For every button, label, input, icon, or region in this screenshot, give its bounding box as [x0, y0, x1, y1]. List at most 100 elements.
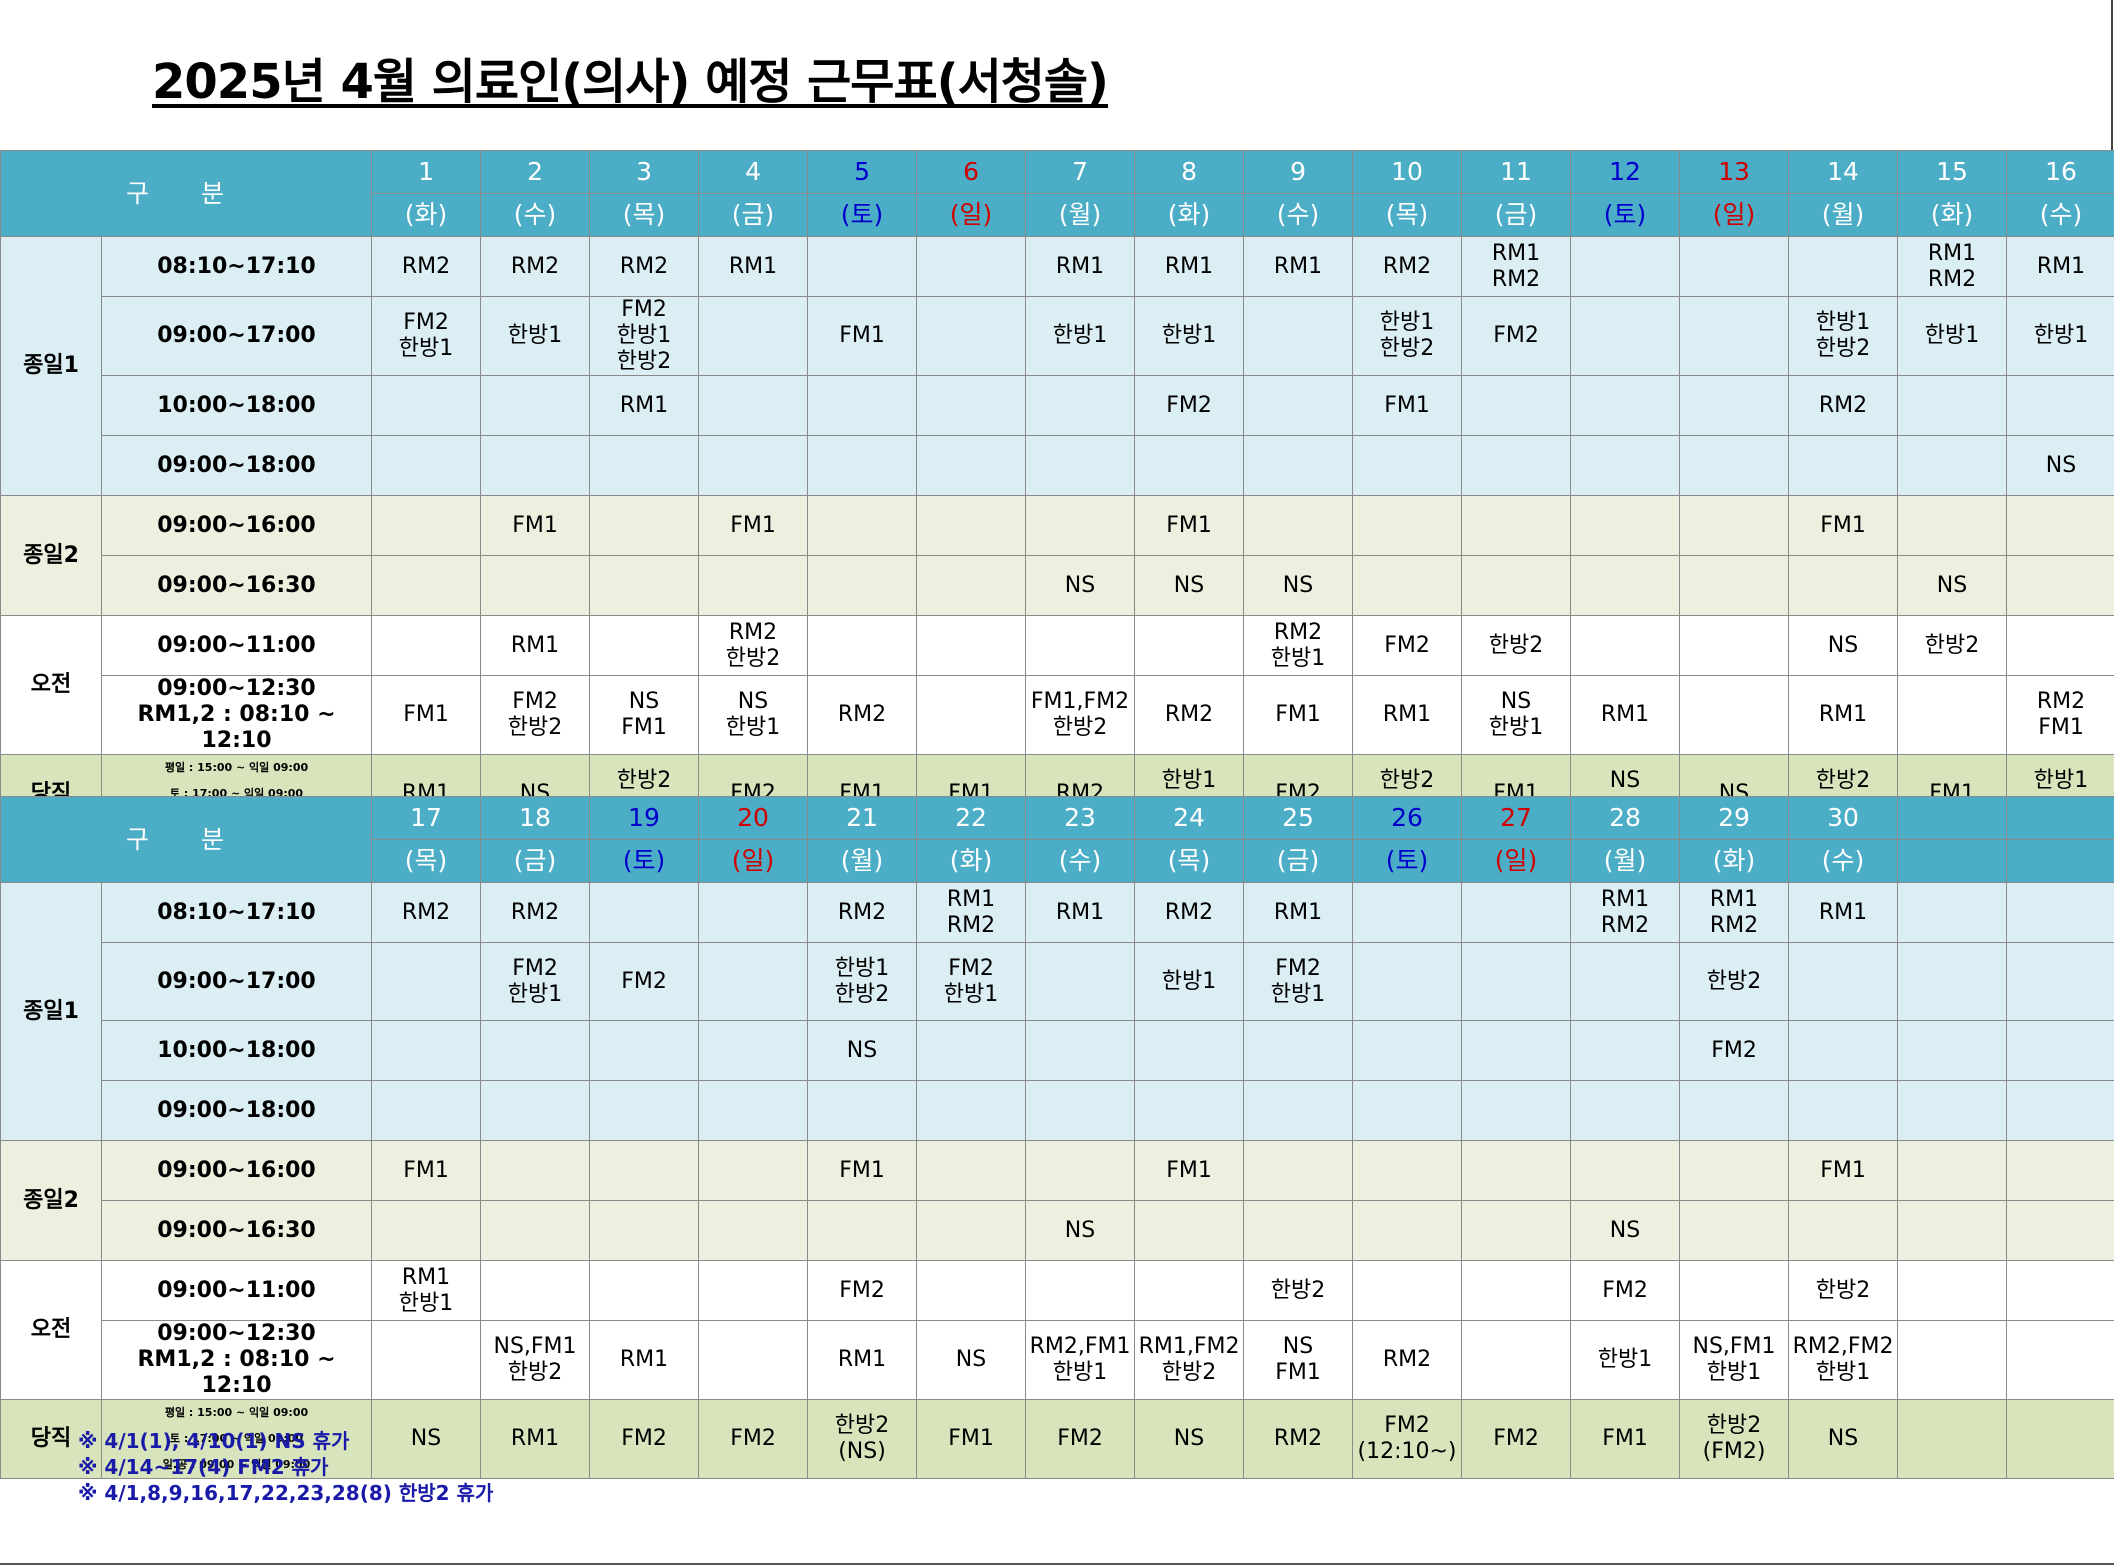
schedule-cell [2006, 495, 2114, 556]
day-date: 14 [1788, 150, 1899, 194]
schedule-row: 09:00~18:00 [1, 1080, 2114, 1141]
schedule-cell [1134, 435, 1245, 496]
schedule-cell: NS,FM1 한방1 [1679, 1320, 1790, 1400]
header-gubun: 구 분 [0, 150, 373, 237]
schedule-cell: RM1 RM2 [1897, 236, 2008, 297]
schedule-cell [698, 942, 809, 1021]
schedule-cell [1243, 435, 1354, 496]
schedule-row: 09:00~16:30 NS NS [1, 1200, 2114, 1261]
shift-time: 09:00~17:00 [100, 942, 373, 1021]
schedule-cell [589, 1260, 700, 1321]
day-date: 27 [1461, 796, 1572, 840]
schedule-cell [1679, 615, 1790, 676]
schedule-cell: 한방1 한방2 [807, 942, 918, 1021]
schedule-cell [1570, 296, 1681, 376]
schedule-row: 09:00~16:30 NS NS NS NS [1, 555, 2114, 616]
schedule-cell [1897, 882, 2008, 943]
schedule-cell: RM1 RM2 [916, 882, 1027, 943]
shift-time: 09:00~16:00 [100, 1140, 373, 1201]
schedule-cell [1570, 435, 1681, 496]
schedule-cell: RM1 [1788, 675, 1899, 755]
day-date: 23 [1025, 796, 1136, 840]
day-date: 29 [1679, 796, 1790, 840]
schedule-cell [1897, 1200, 2008, 1261]
schedule-cell [1897, 495, 2008, 556]
schedule-cell: RM1 [1134, 236, 1245, 297]
schedule-cell [1897, 1140, 2008, 1201]
schedule-cell [1679, 1200, 1790, 1261]
schedule-cell [1461, 435, 1572, 496]
header-row-weekdays: (목) (금) (토) (일) (월) (화) (수) (목) (금) (토) (일) (월) (화)(… [1, 839, 2114, 883]
schedule-cell [480, 375, 591, 436]
schedule-cell: RM2,FM1 한방1 [1025, 1320, 1136, 1400]
day-date: 5 [807, 150, 918, 194]
schedule-cell [2006, 1200, 2114, 1261]
schedule-cell [1352, 942, 1463, 1021]
schedule-cell [1570, 1080, 1681, 1141]
schedule-cell: FM1,FM2 한방2 [1025, 675, 1136, 755]
group-label: 종일2 [0, 495, 102, 616]
schedule-cell [916, 675, 1027, 755]
schedule-cell [589, 435, 700, 496]
schedule-cell [807, 435, 918, 496]
header-row-dates: 구 분 17 18 19 20 21 22 23 24 25 26 27 28 29 30 [0, 796, 2114, 883]
schedule-cell [1352, 1200, 1463, 1261]
shift-time: 09:00~16:30 [100, 555, 373, 616]
day-weekday: (금) [1461, 193, 1572, 237]
schedule-cell [2006, 1320, 2114, 1400]
schedule-cell [1570, 615, 1681, 676]
day-weekday [1897, 839, 2008, 883]
schedule-table-1: 구 분 1 2 3 4 5 6 7 8 9 10 11 12 13 14 15 16 (화) (수) (목) (금) (토… [0, 150, 2114, 834]
schedule-cell [1461, 942, 1572, 1021]
schedule-cell [1570, 1020, 1681, 1081]
schedule-cell: FM2 한방2 [480, 675, 591, 755]
schedule-cell [698, 1200, 809, 1261]
schedule-cell: FM2 (12:10~) [1352, 1399, 1463, 1479]
schedule-cell: FM2 한방1 [371, 296, 482, 376]
day-date: 22 [916, 796, 1027, 840]
schedule-cell [1461, 375, 1572, 436]
schedule-cell: 한방1 [480, 296, 591, 376]
schedule-cell [698, 1140, 809, 1201]
shift-time: 09:00~12:30 RM1,2 : 08:10 ~ 12:10 [100, 675, 373, 755]
schedule-cell: RM2 FM1 [2006, 675, 2114, 755]
schedule-cell: 한방1 [1134, 942, 1245, 1021]
day-date: 4 [698, 150, 809, 194]
schedule-cell: FM2 한방1 한방2 [589, 296, 700, 376]
schedule-cell [1025, 495, 1136, 556]
schedule-cell: FM2 [1025, 1399, 1136, 1479]
schedule-cell [1788, 942, 1899, 1021]
schedule-cell [1788, 1200, 1899, 1261]
day-weekday: (토) [807, 193, 918, 237]
schedule-cell [1679, 1080, 1790, 1141]
schedule-cell [1243, 1140, 1354, 1201]
schedule-cell [1352, 882, 1463, 943]
sheet-edge [2111, 0, 2113, 150]
schedule-row: 09:00~18:00 NS [1, 435, 2114, 496]
schedule-cell: FM1 [480, 495, 591, 556]
schedule-cell [698, 1260, 809, 1321]
schedule-cell: FM1 [1352, 375, 1463, 436]
schedule-cell [916, 375, 1027, 436]
schedule-cell [480, 1260, 591, 1321]
shift-time: 09:00~11:00 [100, 1260, 373, 1321]
schedule-cell [1788, 1020, 1899, 1081]
schedule-cell [698, 1020, 809, 1081]
shift-time: 09:00~17:00 [100, 296, 373, 376]
schedule-cell: RM2 [480, 236, 591, 297]
schedule-cell [916, 296, 1027, 376]
schedule-cell: RM1 [2006, 236, 2114, 297]
schedule-cell: FM1 [807, 296, 918, 376]
schedule-cell: FM2 [1679, 1020, 1790, 1081]
schedule-cell [1679, 675, 1790, 755]
schedule-cell [916, 615, 1027, 676]
note-line: ※ 4/14~17(4) FM2 휴가 [78, 1455, 329, 1479]
schedule-cell: FM2 [1461, 296, 1572, 376]
schedule-cell [371, 1020, 482, 1081]
schedule-cell: RM1 [1025, 882, 1136, 943]
group-label: 오전 [0, 615, 102, 755]
day-date: 25 [1243, 796, 1354, 840]
day-weekday: (금) [698, 193, 809, 237]
day-date [1897, 796, 2008, 840]
day-date: 8 [1134, 150, 1245, 194]
